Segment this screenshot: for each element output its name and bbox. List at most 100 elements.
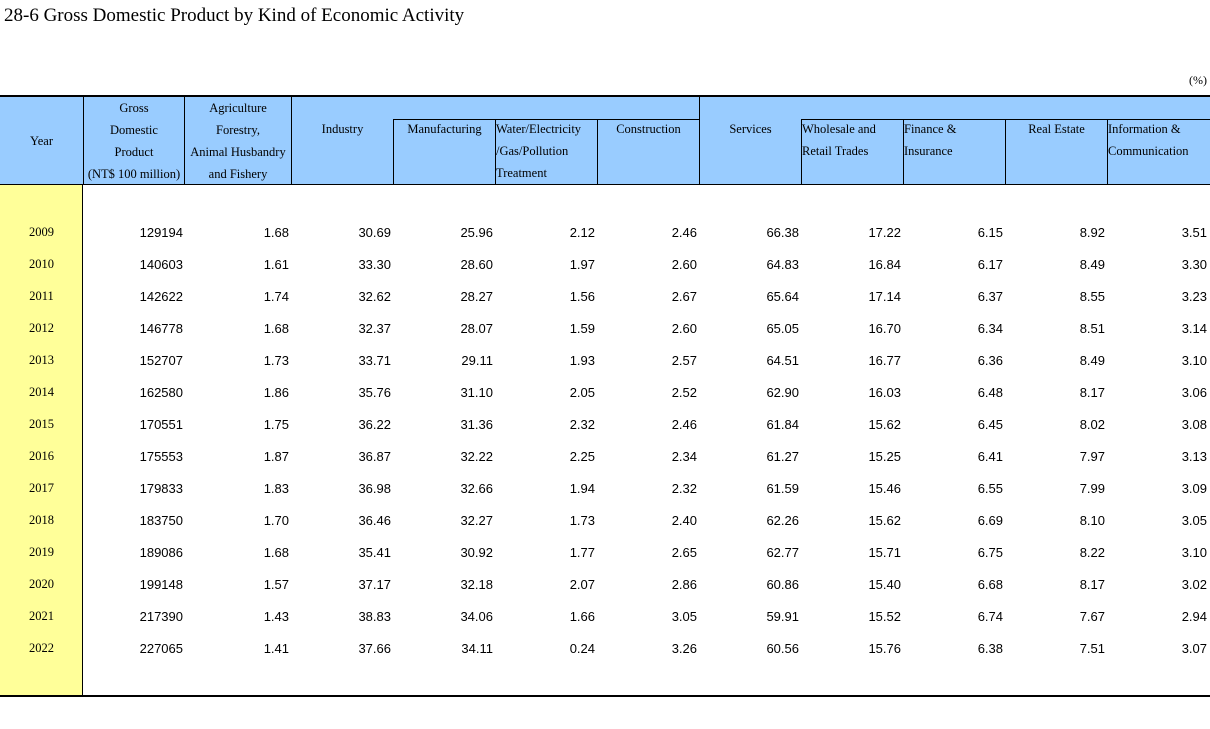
cell-water: 2.05 [569, 385, 595, 400]
header-divider [1005, 119, 1006, 184]
header-divider [83, 97, 84, 184]
header-gdp-line-1: Gross [119, 100, 149, 115]
cell-services: 65.64 [766, 289, 799, 304]
header-services: Services [729, 122, 772, 136]
cell-agriculture: 1.61 [263, 257, 289, 272]
cell-industry: 33.30 [358, 257, 391, 272]
header-divider [495, 119, 496, 184]
cell-information: 3.06 [1181, 385, 1207, 400]
cell-services: 66.38 [766, 225, 799, 240]
cell-water: 2.32 [569, 417, 595, 432]
cell-manufacturing: 34.11 [461, 641, 493, 656]
cell-construction: 2.40 [671, 513, 697, 528]
cell-manufacturing: 31.36 [460, 417, 493, 432]
row-year: 2012 [29, 321, 54, 335]
cell-gdp: 170551 [139, 417, 183, 432]
cell-water: 1.59 [569, 321, 595, 336]
cell-manufacturing: 28.07 [460, 321, 493, 336]
cell-water: 1.97 [569, 257, 595, 272]
cell-services: 61.27 [766, 449, 799, 464]
header-industry: Industry [321, 122, 364, 136]
cell-wholesale: 15.25 [868, 449, 901, 464]
header-wholesale: Wholesale and Retail Trades [802, 97, 903, 184]
cell-agriculture: 1.57 [263, 577, 289, 592]
cell-realestate: 8.51 [1079, 321, 1105, 336]
cell-information: 3.51 [1181, 225, 1207, 240]
header-agriculture-line-4: and Fishery [208, 166, 268, 181]
cell-gdp: 227065 [139, 641, 183, 656]
cell-realestate: 8.17 [1079, 385, 1105, 400]
cell-construction: 2.86 [671, 577, 697, 592]
cell-information: 2.94 [1181, 609, 1207, 624]
header-finance-line-1: Finance & [904, 122, 957, 136]
header-divider [291, 97, 292, 184]
row-year: 2020 [29, 577, 54, 591]
row-year: 2022 [29, 641, 54, 655]
cell-information: 3.09 [1181, 481, 1207, 496]
cell-wholesale: 17.22 [868, 225, 901, 240]
header-divider [597, 119, 598, 184]
header-divider [699, 97, 700, 184]
cell-information: 3.10 [1181, 353, 1207, 368]
cell-realestate: 7.51 [1079, 641, 1105, 656]
cell-realestate: 7.97 [1079, 449, 1105, 464]
cell-finance: 6.38 [977, 641, 1003, 656]
cell-agriculture: 1.68 [263, 545, 289, 560]
cell-water: 1.66 [569, 609, 595, 624]
cell-construction: 2.57 [671, 353, 697, 368]
cell-water: 2.12 [569, 225, 595, 240]
cell-agriculture: 1.41 [263, 641, 289, 656]
header-gdp: Gross Domestic Product (NT$ 100 million) [84, 97, 184, 184]
cell-gdp: 175553 [139, 449, 183, 464]
header-manufacturing: Manufacturing [407, 122, 482, 136]
cell-services: 61.84 [766, 417, 799, 432]
cell-services: 62.26 [766, 513, 799, 528]
cell-services: 60.56 [766, 641, 799, 656]
cell-gdp: 199148 [139, 577, 183, 592]
cell-water: 1.56 [569, 289, 595, 304]
cell-realestate: 7.99 [1079, 481, 1105, 496]
cell-industry: 32.62 [358, 289, 391, 304]
cell-wholesale: 15.76 [868, 641, 901, 656]
cell-realestate: 8.49 [1079, 353, 1105, 368]
row-year: 2010 [29, 257, 54, 271]
cell-finance: 6.75 [977, 545, 1003, 560]
cell-information: 3.10 [1181, 545, 1207, 560]
cell-industry: 37.66 [358, 641, 391, 656]
cell-construction: 2.46 [671, 225, 697, 240]
cell-wholesale: 17.14 [868, 289, 901, 304]
cell-agriculture: 1.43 [263, 609, 289, 624]
cell-gdp: 189086 [139, 545, 183, 560]
cell-construction: 2.60 [671, 321, 697, 336]
cell-manufacturing: 30.92 [460, 545, 493, 560]
cell-realestate: 8.02 [1079, 417, 1105, 432]
cell-finance: 6.37 [977, 289, 1003, 304]
cell-information: 3.30 [1181, 257, 1207, 272]
unit-label: (%) [1189, 73, 1207, 87]
cell-wholesale: 16.84 [868, 257, 901, 272]
cell-manufacturing: 32.27 [460, 513, 493, 528]
row-year: 2015 [29, 417, 54, 431]
cell-services: 60.86 [766, 577, 799, 592]
cell-services: 65.05 [766, 321, 799, 336]
header-water: Water/Electricity /Gas/Pollution Treatme… [496, 97, 597, 184]
cell-services: 62.90 [766, 385, 799, 400]
header-realestate: Real Estate [1028, 122, 1085, 136]
cell-industry: 38.83 [358, 609, 391, 624]
cell-manufacturing: 34.06 [460, 609, 493, 624]
cell-water: 1.73 [569, 513, 595, 528]
cell-manufacturing: 25.96 [460, 225, 493, 240]
cell-construction: 3.26 [671, 641, 697, 656]
cell-gdp: 217390 [139, 609, 183, 624]
row-year: 2009 [29, 225, 54, 239]
cell-industry: 35.76 [358, 385, 391, 400]
cell-finance: 6.74 [977, 609, 1003, 624]
header-agriculture-line-1: Agriculture [209, 100, 267, 115]
cell-information: 3.13 [1181, 449, 1207, 464]
cell-agriculture: 1.70 [263, 513, 289, 528]
row-year: 2013 [29, 353, 54, 367]
header-water-line-2: /Gas/Pollution [496, 144, 569, 158]
cell-wholesale: 15.62 [868, 513, 901, 528]
cell-realestate: 8.17 [1079, 577, 1105, 592]
cell-agriculture: 1.86 [263, 385, 289, 400]
